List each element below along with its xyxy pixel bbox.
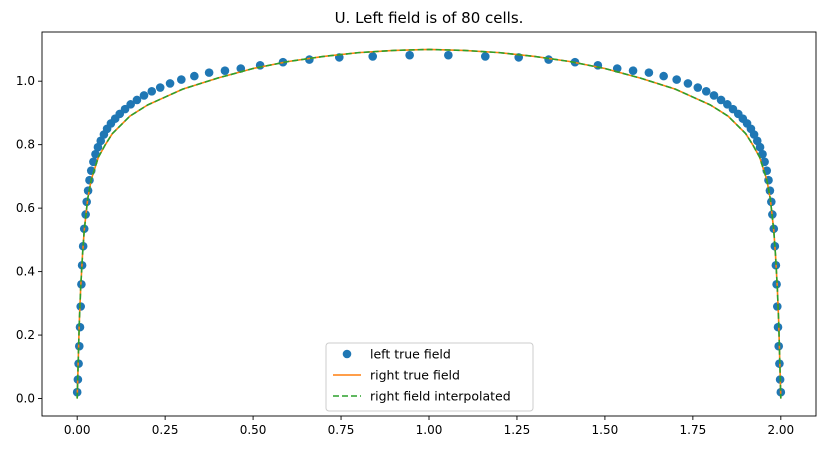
plot-area — [72, 48, 786, 399]
data-point-50 — [644, 68, 654, 77]
y-tick-label-2: 0.4 — [16, 265, 35, 279]
data-point-51 — [659, 71, 668, 81]
y-tick-label-4: 0.8 — [16, 138, 35, 152]
data-point-25 — [126, 100, 135, 109]
data-point-18 — [96, 136, 106, 146]
series-group — [72, 48, 786, 399]
data-point-30 — [165, 79, 175, 88]
axes: 0.00 0.25 0.50 0.75 1.00 1.25 1.50 1.75 2.00 0.0 0… — [16, 31, 817, 437]
data-point-32 — [190, 71, 199, 81]
data-point-55 — [701, 87, 711, 96]
legend-label-right-true-field: right true field — [370, 368, 460, 383]
x-tick-label-1: 0.25 — [152, 423, 179, 437]
legend-label-right-field-interpolated: right field interpolated — [370, 389, 511, 404]
x-tick-label-0: 0.00 — [64, 423, 91, 437]
legend: left true field right true field right fie… — [325, 342, 534, 412]
data-point-41 — [405, 50, 414, 60]
data-point-58 — [723, 100, 732, 109]
data-point-16 — [91, 149, 100, 159]
x-tick-label-4: 1.00 — [416, 423, 443, 437]
data-point-29 — [155, 83, 165, 92]
x-tick-label-6: 1.50 — [592, 423, 619, 437]
legend-box — [325, 342, 534, 412]
x-tick-label-2: 0.50 — [240, 423, 267, 437]
chart-title: U. Left field is of 80 cells. — [335, 9, 524, 27]
x-tick-label-8: 2.00 — [767, 423, 794, 437]
data-point-56 — [709, 91, 719, 100]
data-point-43 — [480, 52, 490, 61]
data-point-49 — [628, 66, 638, 76]
data-point-66 — [755, 142, 765, 152]
data-point-4 — [75, 322, 85, 332]
data-point-53 — [683, 79, 693, 88]
data-point-27 — [139, 91, 149, 100]
x-tick-label-5: 1.25 — [504, 423, 531, 437]
data-point-26 — [132, 95, 142, 105]
legend-label-left-true-field: left true field — [370, 347, 451, 362]
y-tick-label-5: 1.0 — [16, 74, 35, 88]
y-tick-label-3: 0.6 — [16, 201, 35, 215]
legend-marker-left-true-field — [342, 349, 352, 359]
data-point-40 — [368, 52, 378, 61]
data-point-34 — [220, 66, 230, 76]
x-tick-label-7: 1.75 — [680, 423, 707, 437]
data-point-79 — [773, 322, 783, 332]
data-point-52 — [672, 75, 681, 84]
y-tick-label-0: 0.0 — [16, 392, 35, 406]
data-point-42 — [444, 50, 453, 60]
x-tick-label-3: 0.75 — [328, 423, 355, 437]
data-point-54 — [693, 83, 703, 92]
data-point-67 — [758, 149, 767, 159]
data-point-57 — [716, 95, 726, 105]
data-point-24 — [120, 104, 130, 114]
data-point-64 — [749, 130, 759, 139]
data-point-31 — [177, 75, 186, 84]
y-tick-label-1: 0.2 — [16, 328, 35, 342]
series-line-right-field-interpolated — [76, 48, 782, 399]
data-point-33 — [204, 68, 214, 77]
data-point-28 — [147, 87, 157, 96]
